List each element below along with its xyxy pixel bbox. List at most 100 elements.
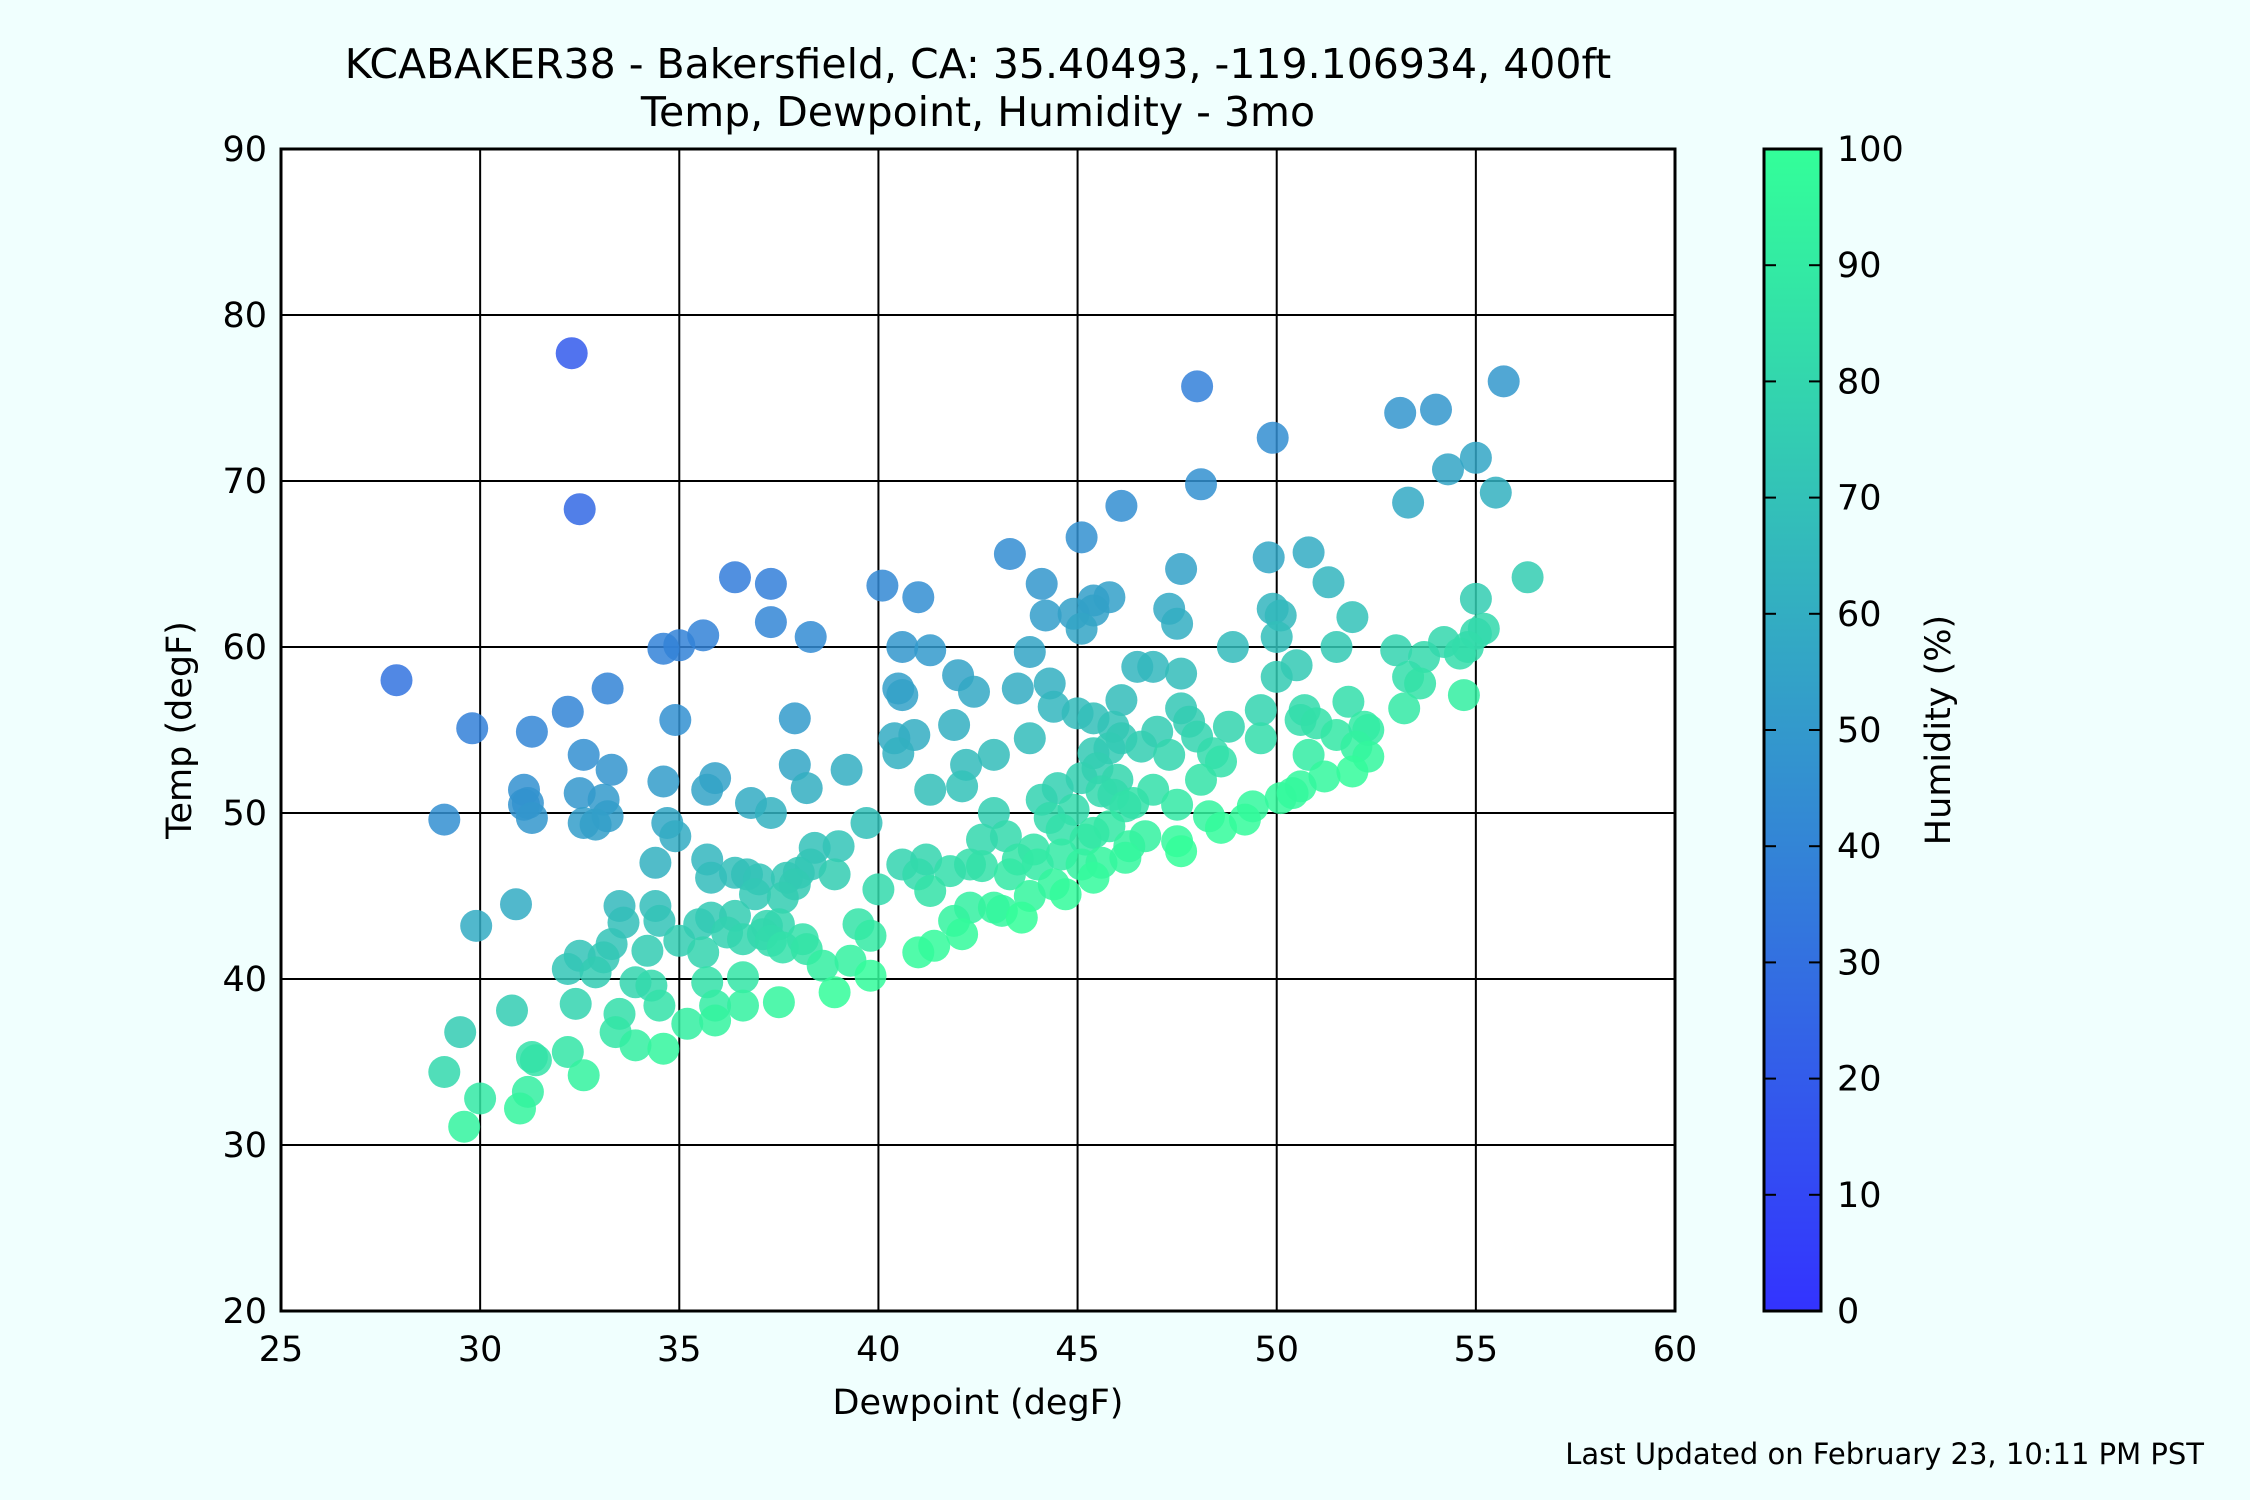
scatter-point <box>551 953 584 985</box>
scatter-point <box>1025 567 1058 600</box>
scatter-point <box>918 929 951 962</box>
scatter-point <box>591 672 624 705</box>
scatter-point <box>993 858 1026 891</box>
scatter-point <box>1292 536 1325 569</box>
plot-frame <box>279 147 1677 1313</box>
colorbar-tick-label: 40 <box>1837 827 1882 867</box>
scatter-point <box>695 861 728 894</box>
y-tick-label: 20 <box>222 1292 267 1332</box>
scatter-point <box>428 803 461 836</box>
y-tick-label: 60 <box>222 628 267 668</box>
scatter-point <box>977 738 1010 771</box>
scatter-point <box>699 1004 732 1037</box>
scatter-point <box>1069 823 1102 856</box>
scatter-point <box>1212 710 1245 743</box>
scatter-point <box>1117 787 1150 819</box>
scatter-point <box>1511 561 1544 594</box>
scatter-point <box>464 1082 497 1115</box>
scatter-point <box>1013 722 1046 755</box>
y-tick-label: 40 <box>222 960 267 1000</box>
scatter-point <box>914 773 947 806</box>
scatter-point <box>1244 694 1277 727</box>
scatter-points <box>380 337 1544 1143</box>
scatter-point <box>500 888 532 921</box>
scatter-point <box>631 934 664 967</box>
scatter-point <box>862 873 895 906</box>
scatter-point <box>902 581 935 614</box>
scatter-point <box>643 989 676 1022</box>
scatter-point <box>886 631 919 663</box>
scatter-point <box>444 1016 477 1049</box>
scatter-point <box>687 619 720 652</box>
x-tick-label: 25 <box>259 1330 304 1370</box>
scatter-point <box>1165 835 1198 868</box>
scatter-point <box>460 909 493 942</box>
scatter-point <box>687 936 720 969</box>
last-updated-text: Last Updated on February 23, 10:11 PM PS… <box>1565 1437 2204 1471</box>
scatter-point <box>496 994 528 1027</box>
scatter-point <box>647 765 680 798</box>
scatter-point <box>428 1056 461 1088</box>
scatter-point <box>1392 486 1425 519</box>
scatter-point <box>727 989 759 1022</box>
colorbar-tick-label: 80 <box>1837 362 1882 402</box>
scatter-point <box>519 1044 552 1077</box>
chart-subtitle: Temp, Dewpoint, Humidity - 3mo <box>640 88 1315 136</box>
colorbar-tick-label: 70 <box>1837 479 1882 519</box>
scatter-point <box>1045 813 1078 846</box>
scatter-point <box>1001 672 1034 705</box>
scatter-point <box>946 918 979 951</box>
x-tick-label: 30 <box>458 1330 503 1370</box>
scatter-point <box>579 808 612 841</box>
scatter-point <box>966 823 998 856</box>
scatter-point <box>1105 489 1138 522</box>
scatter-point <box>1276 777 1309 810</box>
colorbar-tick-label: 10 <box>1837 1176 1882 1216</box>
scatter-point <box>1165 553 1198 585</box>
scatter-point <box>555 337 588 370</box>
colorbar-tick-label: 0 <box>1837 1292 1859 1332</box>
y-tick-label: 80 <box>222 296 267 336</box>
scatter-point <box>659 820 692 853</box>
scatter-point <box>659 704 692 736</box>
colorbar-tick-label: 60 <box>1837 595 1882 635</box>
scatter-point <box>1013 636 1046 668</box>
scatter-point <box>1312 566 1345 599</box>
scatter-point <box>1380 634 1413 667</box>
scatter-point <box>854 919 887 952</box>
scatter-point <box>1260 621 1293 653</box>
colorbar-tick-label: 30 <box>1837 943 1882 983</box>
x-tick-label: 50 <box>1254 1330 1299 1370</box>
scatter-point <box>958 675 990 708</box>
scatter-point <box>754 567 787 600</box>
scatter-point <box>754 797 787 829</box>
scatter-point <box>1320 631 1353 663</box>
scatter-point <box>1336 755 1369 788</box>
scatter-point <box>1384 396 1417 429</box>
scatter-point <box>1093 810 1126 843</box>
scatter-point <box>647 1032 680 1065</box>
scatter-point <box>719 561 751 594</box>
scatter-point <box>643 904 676 937</box>
scatter-point <box>567 1059 600 1092</box>
scatter-point <box>1161 788 1194 821</box>
scatter-point <box>766 881 799 914</box>
colorbar-tick-label: 50 <box>1837 711 1882 751</box>
scatter-point <box>567 738 600 771</box>
scatter-point <box>1332 685 1365 718</box>
scatter-point <box>1252 541 1285 574</box>
scatter-point <box>1447 679 1480 712</box>
scatter-point <box>866 569 899 602</box>
scatter-point <box>551 1036 584 1068</box>
chart-title: KCABAKER38 - Bakersfield, CA: 35.40493, … <box>345 40 1612 88</box>
scatter-point <box>754 606 787 639</box>
scatter-point <box>993 538 1026 570</box>
scatter-point <box>551 695 584 728</box>
scatter-point <box>1125 730 1158 763</box>
scatter-point <box>1388 692 1421 725</box>
scatter-point <box>515 715 548 748</box>
scatter-point <box>1109 841 1142 874</box>
x-tick-label: 40 <box>856 1330 901 1370</box>
scatter-point <box>671 1007 704 1040</box>
scatter-point <box>794 621 827 653</box>
